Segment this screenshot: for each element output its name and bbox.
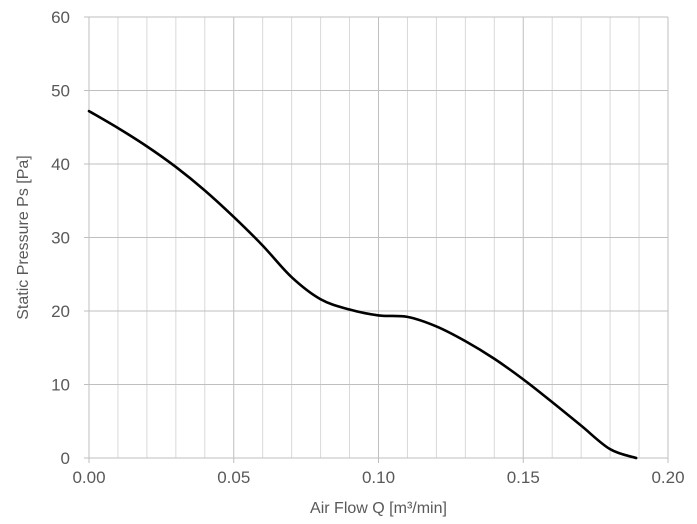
x-tick-label: 0.00 bbox=[72, 468, 105, 487]
x-tick-label: 0.10 bbox=[362, 468, 395, 487]
y-axis-title: Static Pressure Ps [Pa] bbox=[15, 155, 32, 320]
y-tick-labels: 0 10 20 30 40 50 60 bbox=[51, 8, 70, 468]
series-group bbox=[87, 109, 638, 460]
y-tick-label: 40 bbox=[51, 155, 70, 174]
y-tick-label: 30 bbox=[51, 229, 70, 248]
y-tick-label: 10 bbox=[51, 376, 70, 395]
y-tick-label: 0 bbox=[61, 449, 70, 468]
x-tick-labels: 0.00 0.05 0.10 0.15 0.20 bbox=[72, 468, 684, 487]
major-gridlines bbox=[89, 16, 669, 458]
y-tick-label: 60 bbox=[51, 8, 70, 27]
axes bbox=[84, 16, 669, 463]
x-tick-label: 0.20 bbox=[651, 468, 684, 487]
x-tick-label: 0.15 bbox=[507, 468, 540, 487]
x-tick-label: 0.05 bbox=[217, 468, 250, 487]
x-axis-title: Air Flow Q [m³/min] bbox=[310, 500, 447, 517]
series-line bbox=[87, 109, 638, 460]
y-tick-label: 20 bbox=[51, 302, 70, 321]
y-tick-label: 50 bbox=[51, 82, 70, 101]
